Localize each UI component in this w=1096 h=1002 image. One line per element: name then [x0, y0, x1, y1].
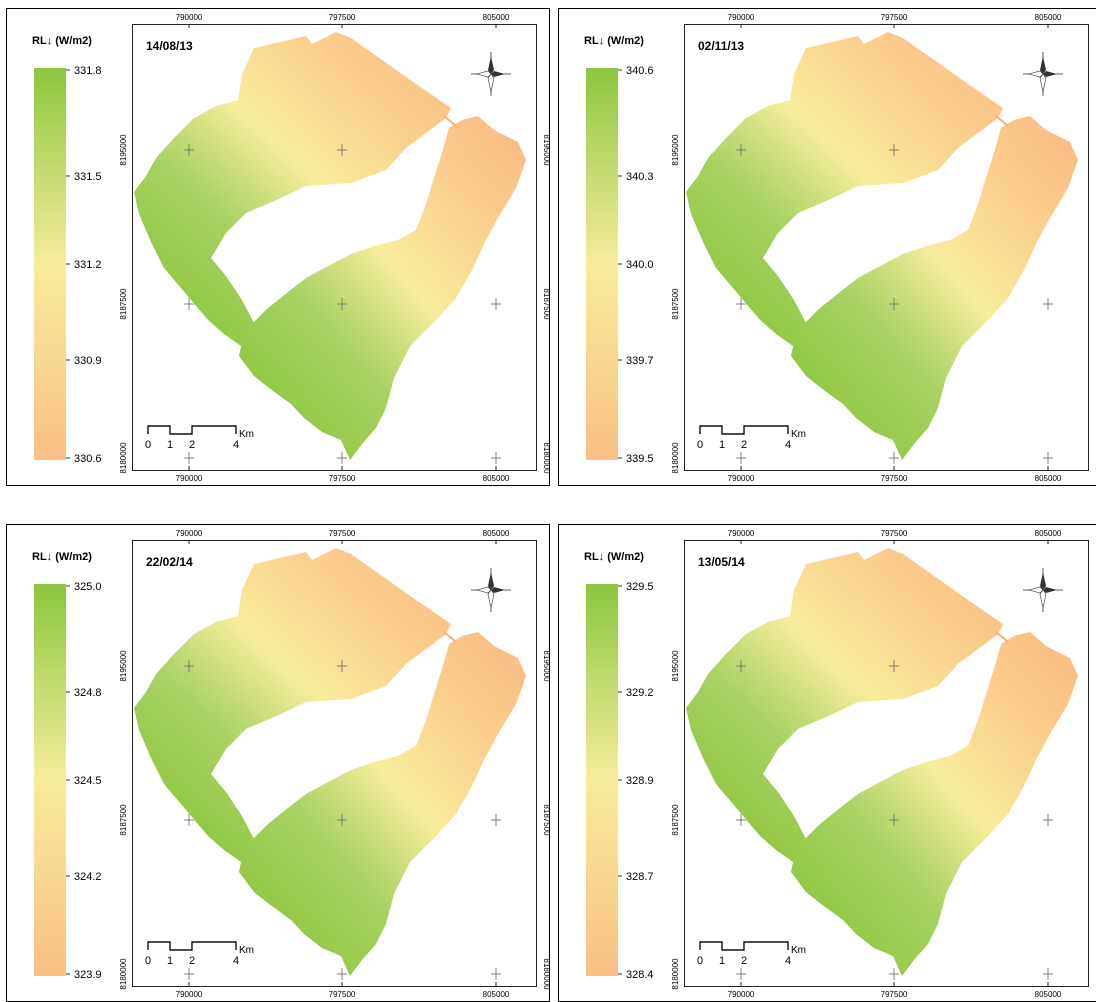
map-figure: RL↓ (W/m2) 331.8 331.5 331.2 330.9 330.6 14/08… — [6, 8, 550, 486]
legend-colorbar — [586, 68, 618, 460]
date-label: 13/05/14 — [698, 555, 745, 569]
legend-title: RL↓ (W/m2) — [584, 35, 644, 47]
x-tick-label-bottom: 797500 — [329, 474, 356, 483]
legend-value: 330.6 — [74, 453, 102, 465]
x-tick-label-bottom: 797500 — [881, 474, 908, 483]
x-tick-label-top: 805000 — [1035, 529, 1062, 538]
y-tick-label-left: 8180000 — [671, 442, 680, 474]
x-tick-label-top: 805000 — [1035, 13, 1062, 22]
y-tick-label-left: 8187500 — [119, 288, 128, 320]
scale-bar-tick: 0 — [697, 439, 703, 451]
y-tick-label-right: 8195000 — [542, 650, 550, 682]
y-tick-label-left: 8187500 — [671, 288, 680, 320]
y-tick-label-right: 8180000 — [542, 958, 550, 990]
x-tick-label-top: 797500 — [329, 13, 356, 22]
legend-value: 323.9 — [74, 969, 102, 981]
y-tick-label-left: 8195000 — [119, 134, 128, 166]
scale-bar-tick: 1 — [167, 439, 173, 451]
x-tick-label-bottom: 790000 — [728, 474, 755, 483]
scale-bar-tick: 2 — [741, 955, 747, 967]
scale-bar-tick: 4 — [233, 439, 239, 451]
legend-title: RL↓ (W/m2) — [32, 551, 92, 563]
x-tick-label-top: 805000 — [483, 13, 510, 22]
legend-value: 340.6 — [626, 65, 654, 77]
map-figure: RL↓ (W/m2) 325.0 324.8 324.5 324.2 323.9 22/02… — [6, 524, 550, 1002]
scale-bar-unit: Km — [791, 429, 806, 440]
legend-colorbar — [586, 584, 618, 976]
x-tick-label-bottom: 790000 — [176, 474, 203, 483]
legend-value: 339.5 — [626, 453, 654, 465]
y-tick-label-right: 8195000 — [542, 134, 550, 166]
legend-value: 331.2 — [74, 259, 102, 271]
x-tick-label-bottom: 805000 — [1035, 474, 1062, 483]
legend-value: 340.0 — [626, 259, 654, 271]
x-tick-label-top: 797500 — [881, 529, 908, 538]
y-tick-label-right: 8180000 — [542, 442, 550, 474]
y-tick-label-left: 8195000 — [671, 134, 680, 166]
map-figure: RL↓ (W/m2) 340.6 340.3 340.0 339.7 339.5 02/11… — [558, 8, 1096, 486]
scale-bar-tick: 4 — [233, 955, 239, 967]
x-tick-label-bottom: 805000 — [483, 474, 510, 483]
y-tick-label-right: 8187500 — [542, 804, 550, 836]
map-panel: RL↓ (W/m2) 340.6 340.3 340.0 339.7 339.5 02/11… — [558, 8, 1096, 486]
scale-bar-tick: 2 — [189, 439, 195, 451]
y-tick-label-left: 8180000 — [671, 958, 680, 990]
legend-value: 324.8 — [74, 687, 102, 699]
scale-bar-tick: 0 — [697, 955, 703, 967]
scale-bar-tick: 4 — [785, 439, 791, 451]
scale-bar-unit: Km — [239, 429, 254, 440]
legend-value: 329.2 — [626, 687, 654, 699]
x-tick-label-top: 797500 — [881, 13, 908, 22]
map-panel: RL↓ (W/m2) 325.0 324.8 324.5 324.2 323.9 22/02… — [6, 524, 550, 1002]
y-tick-label-left: 8187500 — [671, 804, 680, 836]
legend-value: 324.2 — [74, 871, 102, 883]
date-label: 14/08/13 — [146, 39, 193, 53]
x-tick-label-top: 790000 — [728, 529, 755, 538]
y-tick-label-left: 8195000 — [119, 650, 128, 682]
legend-value: 331.5 — [74, 171, 102, 183]
x-tick-label-top: 790000 — [176, 529, 203, 538]
scale-bar-tick: 1 — [719, 439, 725, 451]
legend-value: 328.9 — [626, 775, 654, 787]
x-tick-label-top: 797500 — [329, 529, 356, 538]
scale-bar-tick: 2 — [189, 955, 195, 967]
y-tick-label-left: 8180000 — [119, 442, 128, 474]
scale-bar-tick: 0 — [145, 955, 151, 967]
legend-value: 339.7 — [626, 355, 654, 367]
legend-colorbar — [34, 68, 66, 460]
y-tick-label-left: 8195000 — [671, 650, 680, 682]
map-panel: RL↓ (W/m2) 329.5 329.2 328.9 328.7 328.4 13/05… — [558, 524, 1096, 1002]
scale-bar-tick: 2 — [741, 439, 747, 451]
legend-value: 330.9 — [74, 355, 102, 367]
map-figure: RL↓ (W/m2) 329.5 329.2 328.9 328.7 328.4 13/05… — [558, 524, 1096, 1002]
y-tick-label-left: 8180000 — [119, 958, 128, 990]
x-tick-label-top: 790000 — [728, 13, 755, 22]
date-label: 22/02/14 — [146, 555, 193, 569]
map-panel: RL↓ (W/m2) 331.8 331.5 331.2 330.9 330.6 14/08… — [6, 8, 550, 486]
scale-bar-tick: 0 — [145, 439, 151, 451]
legend-value: 328.4 — [626, 969, 654, 981]
scale-bar-tick: 1 — [719, 955, 725, 967]
legend-title: RL↓ (W/m2) — [584, 551, 644, 563]
legend-value: 325.0 — [74, 581, 102, 593]
scale-bar-unit: Km — [239, 945, 254, 956]
x-tick-label-top: 805000 — [483, 529, 510, 538]
scale-bar-tick: 4 — [785, 955, 791, 967]
y-tick-label-right: 8187500 — [542, 288, 550, 320]
legend-value: 331.8 — [74, 65, 102, 77]
scale-bar-tick: 1 — [167, 955, 173, 967]
scale-bar-unit: Km — [791, 945, 806, 956]
legend-value: 329.5 — [626, 581, 654, 593]
date-label: 02/11/13 — [698, 39, 744, 53]
legend-colorbar — [34, 584, 66, 976]
x-tick-label-top: 790000 — [176, 13, 203, 22]
y-tick-label-left: 8187500 — [119, 804, 128, 836]
legend-value: 340.3 — [626, 171, 654, 183]
legend-value: 324.5 — [74, 775, 102, 787]
legend-value: 328.7 — [626, 871, 654, 883]
legend-title: RL↓ (W/m2) — [32, 35, 92, 47]
